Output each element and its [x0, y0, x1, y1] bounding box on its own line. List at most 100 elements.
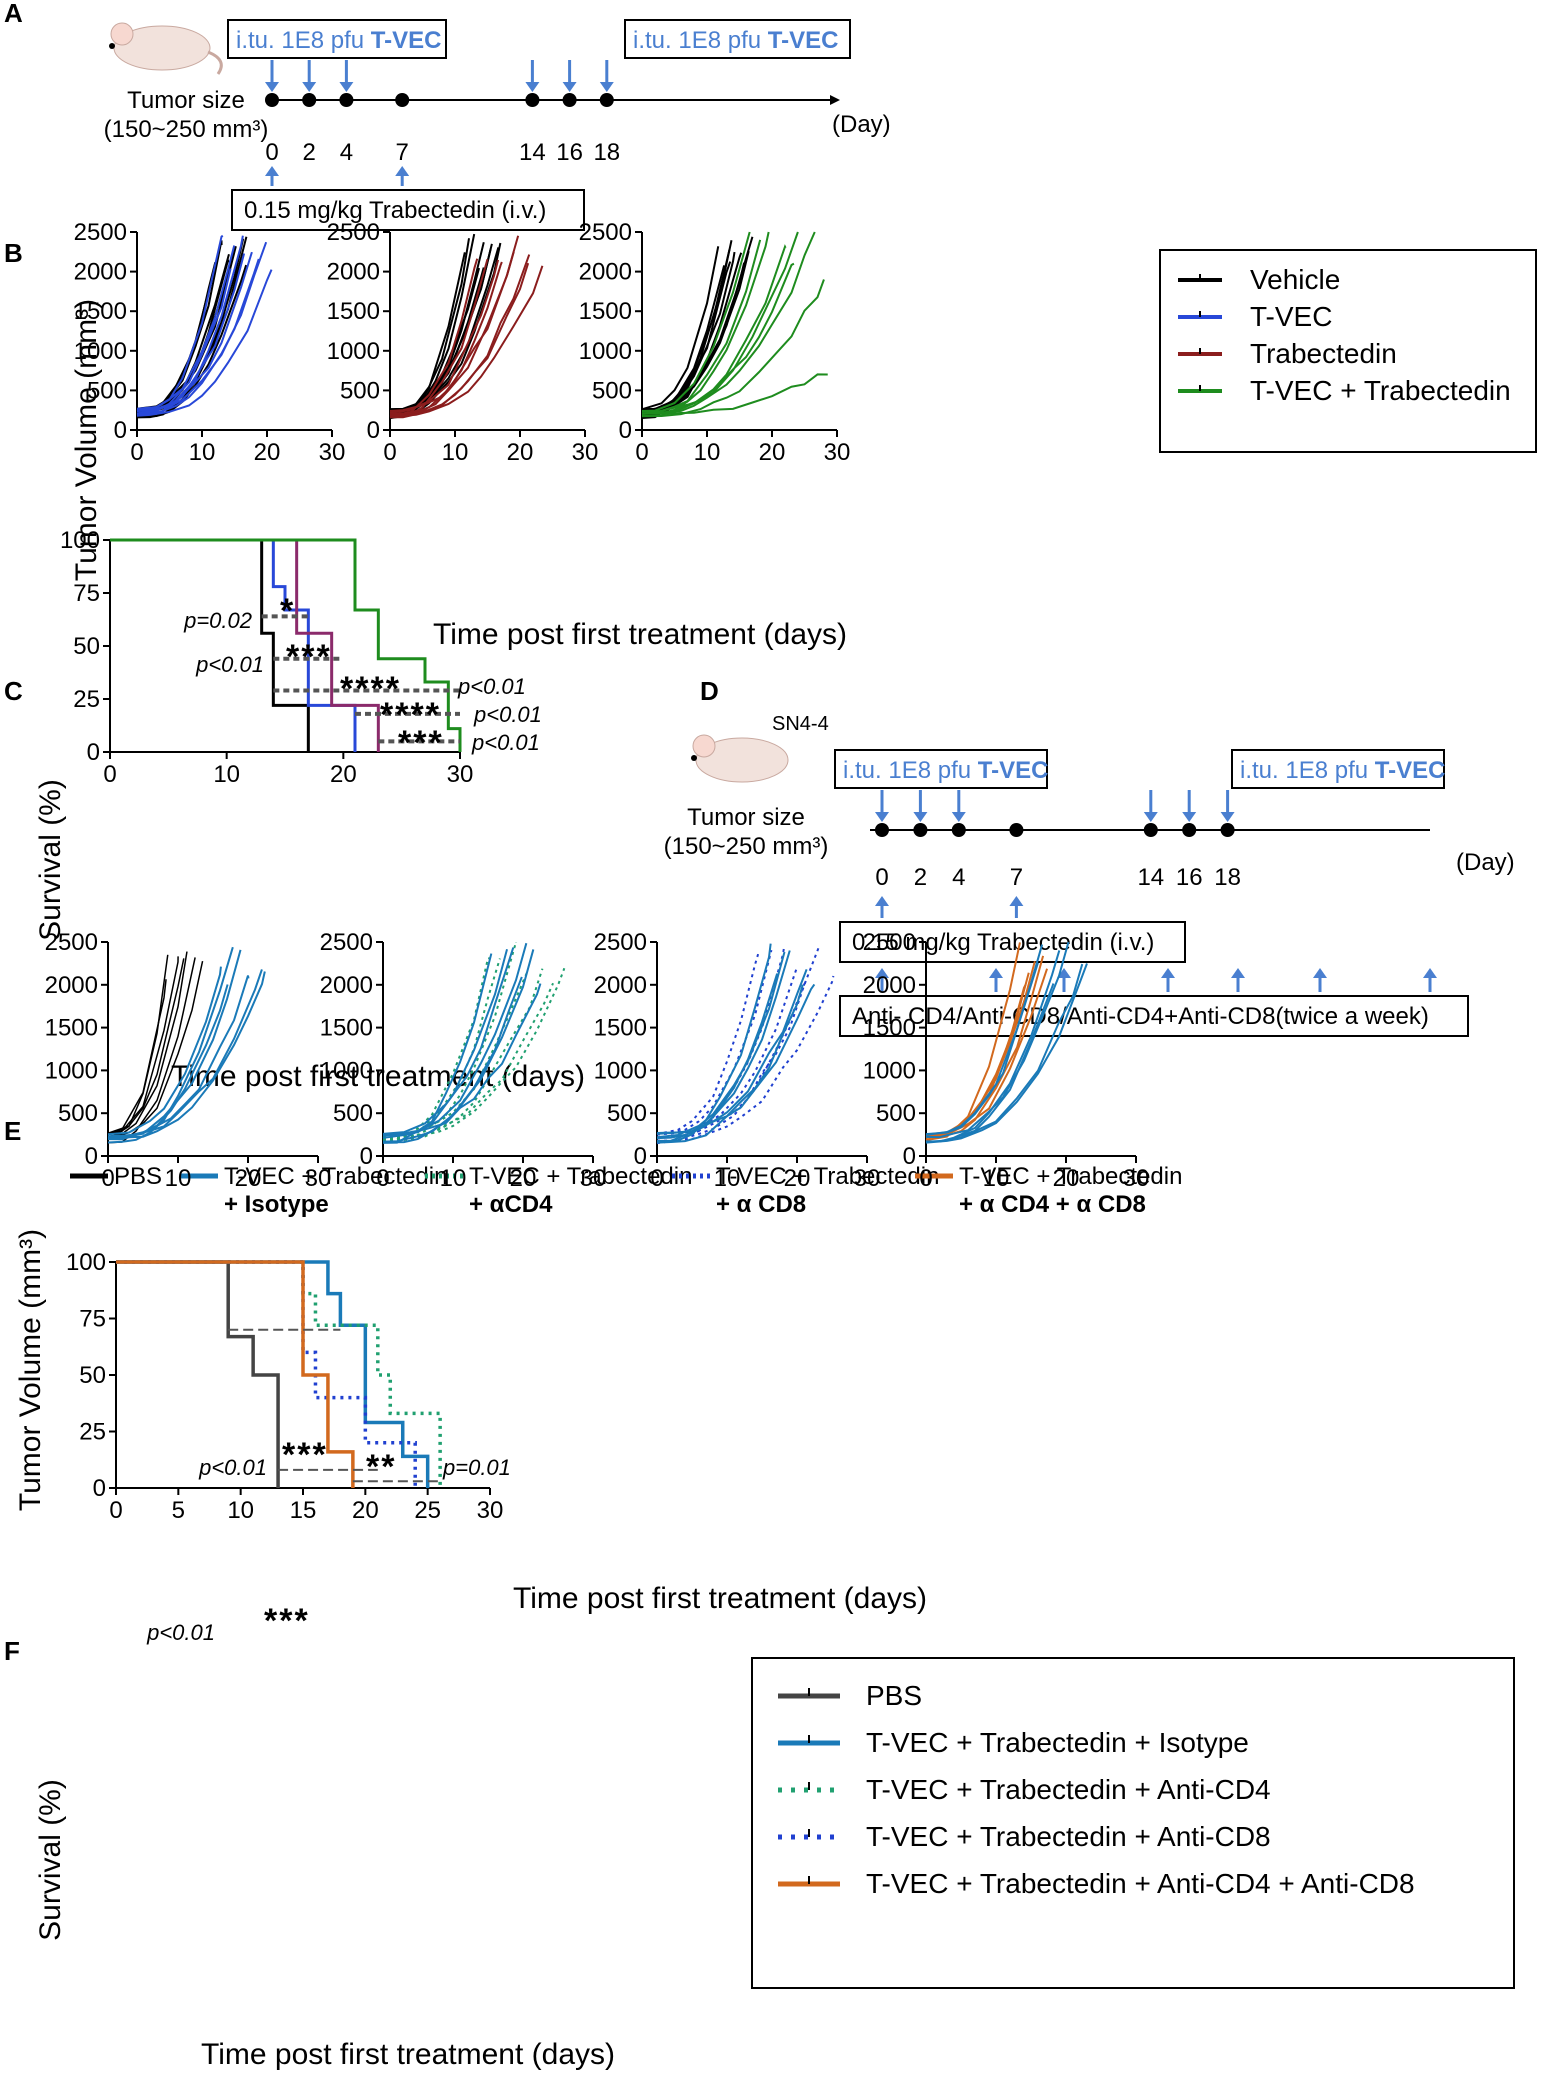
x-tick-label: 20 [352, 1497, 379, 1524]
growth-curve [641, 252, 743, 418]
growth-curve [107, 979, 167, 1135]
growth-curve [382, 948, 508, 1139]
growth-curve [382, 983, 542, 1136]
legend-label: T-VEC + Trabectedin [469, 1163, 692, 1190]
x-tick-label: 0 [919, 1165, 932, 1192]
survival-curve [110, 538, 310, 752]
y-tick-label: 2500 [863, 929, 916, 956]
y-tick-label: 100 [66, 1249, 106, 1276]
y-tick-label: 2000 [45, 972, 98, 999]
x-tick-label: 25 [414, 1497, 441, 1524]
timeline-days-a: 0 2 4 7 14 16 18 [265, 60, 620, 186]
survival-curve [110, 538, 380, 752]
tvec-box-d2-text: i.tu. 1E8 pfu T-VEC [1240, 757, 1445, 784]
growth-curve [656, 951, 786, 1139]
legend-label: PBS [866, 1680, 922, 1711]
x-tick-label: 30 [572, 439, 599, 466]
tvec-arrow-a-head [562, 82, 577, 92]
panel-f-xlabel: Time post first treatment (days) [201, 2038, 615, 2071]
y-tick-label: 500 [607, 1100, 647, 1127]
tvec-box-d2 [1231, 749, 1445, 789]
y-tick-label: 25 [73, 686, 100, 713]
legend-label: T-VEC + Trabectedin [959, 1163, 1182, 1190]
y-tick-label: 2000 [863, 972, 916, 999]
y-tick-label: 2500 [320, 929, 373, 956]
tvec-arrow-d-head [1182, 812, 1197, 822]
growth-curve [641, 250, 750, 413]
y-tick-label: 1500 [863, 1015, 916, 1042]
x-tick-label: 20 [254, 439, 281, 466]
panel-label-e: E [4, 1116, 21, 1146]
growth-curve [656, 969, 808, 1135]
growth-curve [656, 943, 772, 1144]
x-tick-label: 10 [165, 1165, 192, 1192]
growth-curve [641, 231, 770, 418]
day-label-a: 18 [593, 139, 620, 166]
trab-arrow-d-head [875, 896, 889, 906]
y-tick-label: 2000 [74, 259, 127, 286]
tvec-arrow-d-head [913, 812, 928, 822]
legend-label: T-VEC + Trabectedin + Anti-CD4 [866, 1774, 1271, 1805]
x-tick-label: 30 [477, 1497, 504, 1524]
growth-curve [925, 944, 1044, 1136]
timepoint-dot [1009, 823, 1024, 837]
panel-label-a: A [4, 0, 23, 28]
panel-label-d: D [700, 676, 719, 706]
panel-e-chart-cd4cd8: 0 500 1000 1500 2000 2500 0 10 20 30 [863, 929, 1150, 1192]
p-value: p<0.01 [146, 1620, 215, 1645]
y-tick-label: 2000 [320, 972, 373, 999]
timepoint-dot [302, 93, 317, 107]
y-tick-label: 1000 [327, 338, 380, 365]
day-label-d: 0 [875, 864, 888, 891]
panel-b-legend [1159, 249, 1537, 453]
growth-curve [641, 246, 720, 411]
growth-curve [641, 231, 816, 415]
y-tick-label: 500 [333, 1100, 373, 1127]
y-tick-label: 0 [903, 1143, 916, 1170]
significance-stars: **** [380, 696, 441, 734]
survival-curve [116, 1260, 355, 1488]
timepoint-dot [951, 823, 966, 837]
growth-curve [389, 254, 531, 417]
panel-b-xlabel: Time post first treatment (days) [433, 618, 847, 651]
day-unit-d: (Day) [1456, 849, 1515, 876]
tvec-arrow-d-head [951, 812, 966, 822]
timepoint-dot [1182, 823, 1197, 837]
panel-b-chart-tvec: 0 500 1000 1500 2000 2500 0 10 20 30 [74, 219, 346, 466]
timepoint-dot [395, 93, 410, 107]
y-tick-label: 75 [79, 1306, 106, 1333]
day-label-a: 16 [556, 139, 583, 166]
significance-stars: *** [398, 724, 444, 762]
x-tick-label: 30 [305, 1165, 332, 1192]
trabectedin-box-a [231, 189, 585, 231]
y-tick-label: 0 [93, 1475, 106, 1502]
growth-curve [107, 969, 263, 1138]
x-tick-label: 30 [1123, 1165, 1150, 1192]
panel-e-chart-pbs: 0 500 1000 1500 2000 2500 0 10 20 30 [45, 929, 332, 1192]
day-unit-a: (Day) [832, 111, 891, 138]
y-tick-label: 0 [85, 1143, 98, 1170]
growth-curve [107, 946, 234, 1144]
growth-curve [641, 240, 733, 419]
y-tick-label: 500 [592, 377, 632, 404]
growth-curve [107, 971, 266, 1140]
x-tick-label: 20 [784, 1165, 811, 1192]
significance-stars: *** [282, 1436, 328, 1474]
y-tick-label: 0 [114, 417, 127, 444]
x-tick-label: 20 [759, 439, 786, 466]
legend-label-2: + αCD4 [469, 1191, 553, 1218]
x-tick-label: 0 [650, 1165, 663, 1192]
panel-label-f: F [4, 1636, 20, 1666]
y-tick-label: 500 [58, 1100, 98, 1127]
x-tick-label: 20 [1053, 1165, 1080, 1192]
day-label-a: 14 [519, 139, 546, 166]
x-tick-label: 10 [227, 1497, 254, 1524]
tvec-arrow-d-head [1143, 812, 1158, 822]
tvec-box-1 [227, 19, 447, 59]
x-tick-label: 0 [130, 439, 143, 466]
x-tick-label: 10 [189, 439, 216, 466]
y-tick-label: 50 [79, 1362, 106, 1389]
panel-c-ylabel: Survival (%) [34, 779, 67, 941]
growth-curve [382, 967, 566, 1140]
y-tick-label: 0 [619, 417, 632, 444]
